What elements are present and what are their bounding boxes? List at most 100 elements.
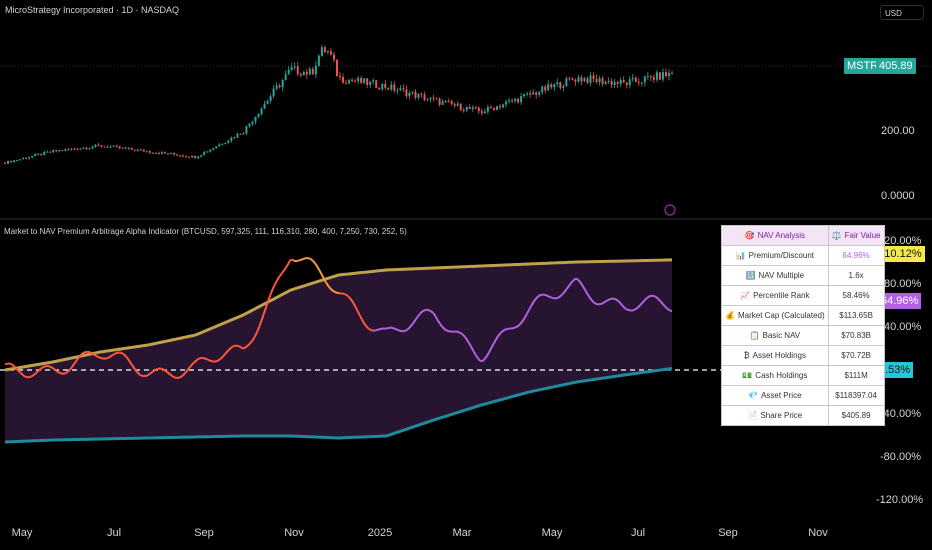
candle-body xyxy=(375,80,378,88)
candle-body xyxy=(46,151,49,153)
premium-segment xyxy=(443,328,448,332)
candle-body xyxy=(118,146,121,149)
premium-segment xyxy=(379,327,383,331)
premium-segment xyxy=(347,295,352,300)
candle-body xyxy=(465,107,468,111)
premium-segment xyxy=(530,301,535,306)
premium-segment xyxy=(249,339,254,344)
premium-segment xyxy=(370,329,374,332)
chart-title: MicroStrategy Incorporated · 1D · NASDAQ xyxy=(5,5,180,15)
premium-segment xyxy=(116,351,119,354)
candle-body xyxy=(441,101,444,105)
premium-segment xyxy=(535,295,539,300)
lower-band-tag: 1.53% xyxy=(876,362,914,378)
candle-body xyxy=(529,93,532,95)
row-value: 1.6x xyxy=(827,265,885,286)
premium-segment xyxy=(49,365,53,369)
currency-selector[interactable]: USD xyxy=(880,5,924,20)
table-row: 📄 Share Price $405.89 xyxy=(721,405,885,426)
premium-segment xyxy=(241,346,245,350)
premium-segment xyxy=(73,360,78,365)
candle-body xyxy=(351,79,354,81)
premium-segment xyxy=(613,297,617,301)
candle-body xyxy=(260,108,263,115)
candle-body xyxy=(145,151,148,153)
candle-body xyxy=(278,85,281,88)
premium-segment xyxy=(465,338,470,344)
x-label-nov-2025: Nov xyxy=(808,527,828,539)
premium-segment xyxy=(600,302,604,306)
candle-body xyxy=(233,137,236,139)
candle-body xyxy=(649,76,652,78)
premium-segment xyxy=(414,316,419,321)
candle-body xyxy=(435,98,438,100)
premium-segment xyxy=(577,279,582,284)
row-value: 64.96% xyxy=(827,245,885,266)
candle-body xyxy=(191,155,194,158)
premium-segment xyxy=(504,328,508,331)
candle-body xyxy=(595,78,598,83)
document-icon: 📄 xyxy=(747,411,758,420)
x-label-jul-2025: Jul xyxy=(630,527,646,539)
premium-segment xyxy=(649,294,653,298)
premium-segment xyxy=(546,294,550,298)
candle-body xyxy=(248,123,251,127)
ind-axis-label-120: 120.00% xyxy=(878,235,922,247)
premium-segment xyxy=(4,362,8,366)
premium-segment xyxy=(31,373,35,378)
candle-body xyxy=(456,103,459,106)
candle-body xyxy=(25,158,28,160)
premium-segment xyxy=(606,298,610,302)
premium-segment xyxy=(622,305,626,310)
candle-body xyxy=(263,103,266,109)
candle-body xyxy=(489,106,492,109)
candle-body xyxy=(671,72,673,74)
premium-segment xyxy=(265,300,270,308)
premium-segment xyxy=(356,310,361,316)
premium-segment xyxy=(488,347,493,353)
premium-segment xyxy=(573,277,577,281)
candle-body xyxy=(483,111,486,114)
row-value: $405.89 xyxy=(827,405,885,426)
candle-body xyxy=(432,97,435,99)
candle-body xyxy=(628,79,631,86)
premium-segment xyxy=(9,362,13,366)
premium-segment xyxy=(66,369,71,373)
premium-segment xyxy=(135,370,140,375)
candle-body xyxy=(16,160,19,162)
candle-body xyxy=(329,51,332,55)
premium-segment xyxy=(343,292,347,296)
lower-band-line xyxy=(4,366,673,444)
table-row: 💰 Market Cap (Calculated) $113.65B xyxy=(721,305,885,326)
upper-band-tag: 110.12% xyxy=(876,246,925,262)
premium-segment xyxy=(483,355,488,360)
table-row: 📋 Basic NAV $70.83B xyxy=(721,325,885,346)
premium-segment xyxy=(619,302,624,307)
candle-body xyxy=(317,55,320,66)
row-label: Basic NAV xyxy=(762,331,801,340)
candle-body xyxy=(182,155,185,157)
row-label: Market Cap (Calculated) xyxy=(737,311,825,320)
premium-segment xyxy=(107,355,111,359)
candle-body xyxy=(85,147,88,149)
candle-body xyxy=(664,72,667,77)
premium-segment xyxy=(463,335,468,341)
x-label-nov: Nov xyxy=(284,527,304,539)
premium-segment xyxy=(236,344,240,348)
row-value: $111M xyxy=(827,365,885,386)
premium-segment xyxy=(537,294,541,298)
premium-segment xyxy=(474,354,479,359)
premium-segment xyxy=(477,357,481,362)
premium-segment xyxy=(551,296,555,300)
candle-body xyxy=(414,91,417,98)
premium-segment xyxy=(494,335,499,341)
premium-segment xyxy=(35,370,40,374)
candle-body xyxy=(34,154,37,157)
bitcoin-icon: ₿ xyxy=(743,351,750,360)
row-label: Premium/Discount xyxy=(748,251,814,260)
price-axis-label-200: 200.00 xyxy=(881,125,915,137)
candle-body xyxy=(242,133,245,135)
premium-segment xyxy=(225,350,229,354)
candle-body xyxy=(471,107,474,109)
candle-body xyxy=(523,94,526,97)
